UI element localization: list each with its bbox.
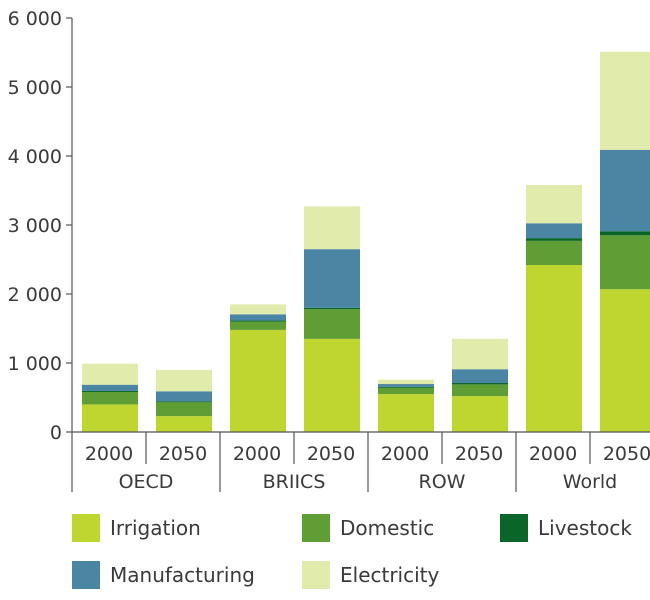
y-tick-label: 4 000 <box>8 146 62 168</box>
legend-item-livestock: Livestock <box>500 514 632 542</box>
bar-irrigation-6 <box>526 265 582 432</box>
group-label: ROW <box>419 471 466 493</box>
bar-electricity-0 <box>82 363 138 385</box>
y-tick-label: 6 000 <box>8 8 62 30</box>
y-tick-label: 5 000 <box>8 77 62 99</box>
bar-manufacturing-1 <box>156 391 212 402</box>
legend-item-manufacturing: Manufacturing <box>72 561 255 589</box>
bar-manufacturing-0 <box>82 384 138 391</box>
bars <box>82 51 650 432</box>
x-tick-label: 2050 <box>603 443 650 465</box>
bar-electricity-5 <box>452 338 508 370</box>
y-tick-label: 2 000 <box>8 284 62 306</box>
bar-domestic-4 <box>378 387 434 395</box>
bar-irrigation-5 <box>452 396 508 432</box>
legend-swatch <box>72 561 100 589</box>
legend-item-domestic: Domestic <box>302 514 434 542</box>
bar-manufacturing-3 <box>304 249 360 308</box>
bar-livestock-2 <box>230 320 286 322</box>
bar-domestic-5 <box>452 384 508 397</box>
group-label: BRIICS <box>263 471 326 493</box>
y-tick-label: 1 000 <box>8 353 62 375</box>
x-tick-label: 2000 <box>233 443 281 465</box>
bar-electricity-7 <box>600 51 650 150</box>
bar-irrigation-0 <box>82 404 138 432</box>
bar-livestock-4 <box>378 386 434 388</box>
bar-manufacturing-6 <box>526 223 582 239</box>
x-tick-label: 2050 <box>307 443 355 465</box>
bar-irrigation-1 <box>156 416 212 432</box>
bar-manufacturing-5 <box>452 369 508 384</box>
legend-swatch <box>72 514 100 542</box>
bar-domestic-0 <box>82 391 138 405</box>
bar-livestock-3 <box>304 307 360 310</box>
bar-irrigation-3 <box>304 338 360 432</box>
y-tick-label: 0 <box>50 422 62 444</box>
bar-livestock-7 <box>600 231 650 236</box>
legend-swatch <box>500 514 528 542</box>
bar-livestock-0 <box>82 390 138 392</box>
bar-livestock-5 <box>452 383 508 385</box>
bar-domestic-2 <box>230 321 286 330</box>
legend-label: Domestic <box>340 516 434 540</box>
legend-label: Electricity <box>340 563 440 587</box>
bar-domestic-6 <box>526 240 582 266</box>
x-tick-label: 2000 <box>85 443 133 465</box>
bar-livestock-6 <box>526 238 582 241</box>
legend-item-irrigation: Irrigation <box>72 514 201 542</box>
bar-electricity-1 <box>156 369 212 392</box>
bar-manufacturing-7 <box>600 149 650 232</box>
legend: Irrigation Domestic Livestock Manufacturing… <box>72 514 632 589</box>
bar-manufacturing-2 <box>230 314 286 321</box>
y-axis: 0 1 000 2 000 3 000 4 000 5 000 6 000 <box>8 8 73 444</box>
bar-domestic-3 <box>304 309 360 339</box>
legend-label: Manufacturing <box>110 563 255 587</box>
x-tick-label: 2050 <box>455 443 503 465</box>
bar-electricity-3 <box>304 206 360 250</box>
legend-label: Irrigation <box>110 516 201 540</box>
x-tick-label: 2000 <box>381 443 429 465</box>
bar-irrigation-4 <box>378 394 434 432</box>
legend-swatch <box>302 561 330 589</box>
bar-domestic-1 <box>156 402 212 417</box>
y-tick-label: 3 000 <box>8 215 62 237</box>
bar-livestock-1 <box>156 401 212 403</box>
group-label: World <box>563 471 617 493</box>
x-tick-label: 2050 <box>159 443 207 465</box>
bar-electricity-2 <box>230 304 286 315</box>
x-axis: 2000 2050 2000 2050 2000 2050 2000 2050 OECD BRII… <box>71 431 650 493</box>
legend-label: Livestock <box>538 516 632 540</box>
bar-domestic-7 <box>600 235 650 290</box>
legend-item-electricity: Electricity <box>302 561 440 589</box>
bar-irrigation-7 <box>600 289 650 432</box>
bar-manufacturing-4 <box>378 384 434 387</box>
bar-electricity-4 <box>378 379 434 385</box>
legend-swatch <box>302 514 330 542</box>
bar-irrigation-2 <box>230 329 286 432</box>
group-label: OECD <box>119 471 174 493</box>
x-tick-label: 2000 <box>529 443 577 465</box>
bar-electricity-6 <box>526 184 582 224</box>
